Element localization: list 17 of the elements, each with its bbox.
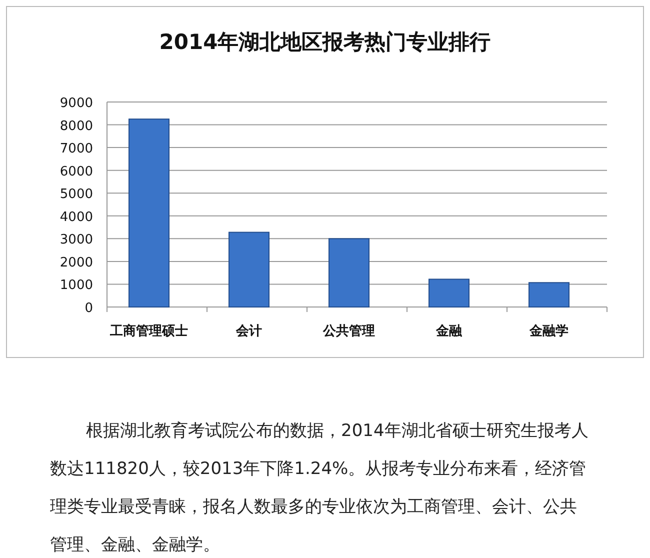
x-tick-label: 公共管理 bbox=[322, 324, 375, 339]
y-tick-label: 0 bbox=[84, 301, 93, 316]
x-tick-label: 金融学 bbox=[528, 324, 568, 339]
y-tick-label: 5000 bbox=[60, 187, 93, 202]
y-tick-label: 3000 bbox=[60, 232, 93, 248]
y-tick-label: 1000 bbox=[60, 278, 93, 294]
text: 根据湖北教育考试院公布的数据，2014年湖北省硕士研究生报考人数达111820人，较2013年下降1.24%。从报考专业分布来看，经济管理类专业最受青睐，报名人数最多的专业依次为工商管理、会计、公共管理、金融、金融学。 bbox=[50, 420, 590, 557]
y-tick-label: 8000 bbox=[60, 118, 93, 134]
y-tick-label: 7000 bbox=[60, 142, 93, 157]
y-tick-label: 4000 bbox=[60, 210, 93, 225]
chart-title: 2014年湖北地区报考热门专业排行 bbox=[159, 30, 491, 54]
y-tick-label: 9000 bbox=[60, 96, 93, 111]
y-tick-label: 6000 bbox=[60, 164, 93, 180]
x-tick-label: 金融 bbox=[435, 324, 463, 339]
y-tick-label: 2000 bbox=[60, 255, 93, 270]
x-tick-label: 工商管理硕士 bbox=[109, 323, 188, 339]
x-tick-label: 会计 bbox=[235, 324, 262, 339]
